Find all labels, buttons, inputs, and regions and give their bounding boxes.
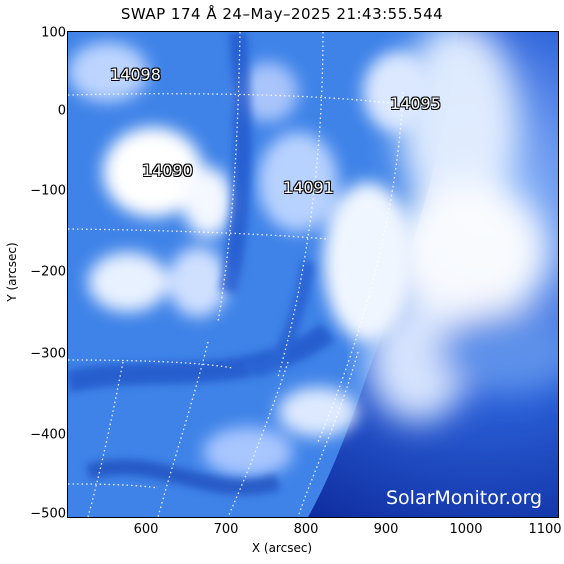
y-tick-label: −200 bbox=[30, 264, 66, 280]
region-label-14095: 14095 bbox=[390, 94, 441, 113]
y-axis-title: Y (arcsec) bbox=[5, 242, 19, 302]
y-tick-label: −500 bbox=[30, 506, 66, 522]
solar-image bbox=[67, 31, 559, 518]
x-tick-label: 1100 bbox=[528, 522, 562, 537]
y-tick-label: 100 bbox=[41, 25, 66, 41]
x-tick-label: 900 bbox=[373, 522, 399, 537]
x-axis-title: X (arcsec) bbox=[251, 541, 313, 555]
x-tick-label: 800 bbox=[293, 522, 319, 537]
credit-watermark: SolarMonitor.org bbox=[386, 487, 543, 509]
image-title: SWAP 174 Å 24–May–2025 21:43:55.544 bbox=[120, 5, 444, 23]
region-label-14091: 14091 bbox=[283, 178, 334, 197]
y-tick-label: −100 bbox=[30, 183, 66, 199]
region-label-14090: 14090 bbox=[142, 161, 193, 180]
y-tick-label: −400 bbox=[30, 427, 66, 443]
y-tick-label: 0 bbox=[57, 103, 66, 119]
x-tick-label: 600 bbox=[133, 522, 159, 537]
x-tick-label: 1000 bbox=[449, 522, 483, 537]
x-tick-label: 700 bbox=[213, 522, 239, 537]
region-label-14098: 14098 bbox=[110, 65, 161, 84]
y-tick-label: −300 bbox=[30, 346, 66, 362]
solar-image-canvas bbox=[68, 32, 558, 517]
